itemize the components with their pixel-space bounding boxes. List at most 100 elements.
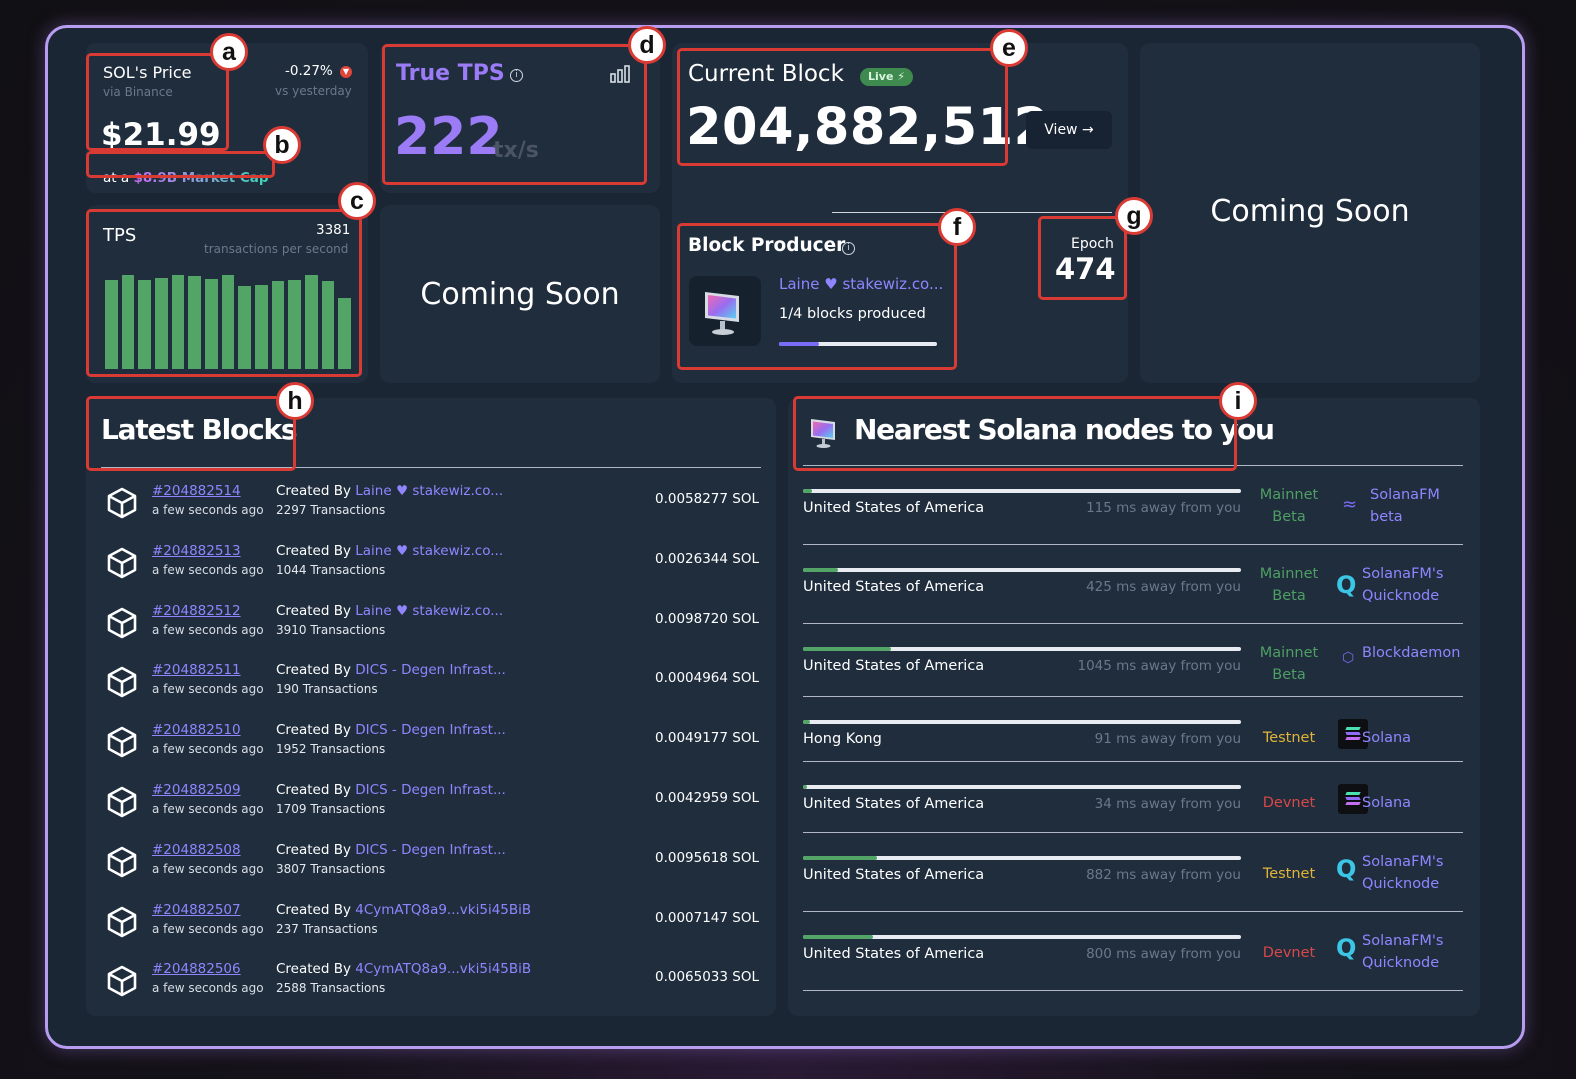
node-provider-link[interactable]: Solana bbox=[1362, 730, 1412, 746]
creator-link[interactable]: DICS - Degen Infrast... bbox=[355, 782, 506, 798]
creator-link[interactable]: Laine bbox=[355, 542, 392, 559]
block-row[interactable]: #204882509 a few seconds ago Created By DI… bbox=[86, 782, 776, 832]
tps-bar bbox=[171, 274, 185, 369]
creator-link[interactable]: 4CymATQ8a9...vki5i45BiB bbox=[355, 961, 532, 978]
created-by-label: Created By bbox=[276, 542, 356, 559]
node-latency-fill bbox=[803, 785, 807, 789]
annotation-box-g bbox=[1038, 216, 1127, 300]
bar-chart-icon[interactable] bbox=[610, 65, 630, 83]
solana-icon bbox=[1338, 784, 1368, 814]
node-provider-line: Quicknode bbox=[1362, 876, 1440, 892]
view-block-button[interactable]: View → bbox=[1026, 111, 1112, 149]
annotation-box-f bbox=[677, 223, 957, 370]
block-time: a few seconds ago bbox=[152, 742, 264, 757]
node-provider-link[interactable]: SolanaFM's Quicknode bbox=[1362, 930, 1443, 974]
node-location: United States of America bbox=[803, 796, 985, 812]
block-number-link[interactable]: #204882512 bbox=[152, 602, 241, 619]
block-number-link[interactable]: #204882513 bbox=[152, 542, 241, 559]
creator-link[interactable]: 4CymATQ8a9...vki5i45BiB bbox=[355, 901, 532, 918]
node-latency: 34 ms away from you bbox=[1094, 796, 1241, 812]
transaction-count: 3807 Transactions bbox=[276, 861, 386, 876]
block-time: a few seconds ago bbox=[152, 921, 264, 936]
block-row[interactable]: #204882512 a few seconds ago Created By La… bbox=[86, 603, 776, 653]
true-tps-value: 222 bbox=[394, 107, 503, 167]
node-latency: 425 ms away from you bbox=[1086, 579, 1241, 595]
creator-link[interactable]: Laine bbox=[355, 602, 392, 619]
node-latency-bar bbox=[803, 720, 1241, 724]
creator-domain[interactable]: stakewiz.co... bbox=[412, 542, 504, 559]
block-number-link[interactable]: #204882508 bbox=[152, 841, 241, 858]
creator-link[interactable]: Laine bbox=[355, 483, 392, 499]
block-number-link[interactable]: #204882511 bbox=[152, 662, 241, 679]
node-row-divider bbox=[803, 832, 1463, 833]
block-number-link[interactable]: #204882514 bbox=[152, 483, 241, 499]
solana-icon bbox=[1338, 719, 1368, 749]
cube-icon bbox=[107, 726, 137, 758]
block-number-link[interactable]: #204882507 bbox=[152, 901, 241, 918]
creator-link[interactable]: DICS - Degen Infrast... bbox=[355, 662, 506, 679]
sol-price-title: SOL's Price bbox=[103, 63, 192, 82]
transaction-count: 2588 Transactions bbox=[276, 981, 386, 996]
node-network: Mainnet Beta bbox=[1254, 484, 1324, 528]
sol-price-source: via Binance bbox=[103, 85, 173, 99]
block-fee: 0.0065033 SOL bbox=[654, 969, 759, 986]
node-network-line: Beta bbox=[1272, 588, 1306, 604]
info-icon[interactable]: i bbox=[842, 242, 855, 255]
node-provider-link[interactable]: SolanaFM's Quicknode bbox=[1362, 563, 1443, 607]
nearest-nodes-divider bbox=[803, 465, 1463, 466]
quicknode-icon: Q bbox=[1336, 571, 1357, 599]
block-number-link[interactable]: #204882506 bbox=[152, 961, 241, 978]
node-provider-link[interactable]: Blockdaemon bbox=[1362, 645, 1461, 661]
creator-link[interactable]: DICS - Degen Infrast... bbox=[355, 722, 506, 739]
node-latency: 882 ms away from you bbox=[1086, 867, 1241, 883]
node-latency: 91 ms away from you bbox=[1094, 731, 1241, 747]
tps-value: 3381 bbox=[316, 222, 351, 238]
latest-blocks-card: Latest Blocks #204882514 a few seconds ag… bbox=[86, 398, 776, 1016]
annotation-box-c bbox=[86, 209, 362, 377]
created-by: Created By Laine ♥ stakewiz.co... bbox=[276, 603, 503, 619]
true-tps-title: True TPS bbox=[396, 61, 505, 86]
node-latency-bar bbox=[803, 489, 1241, 493]
block-row[interactable]: #204882513 a few seconds ago Created By La… bbox=[86, 543, 776, 593]
live-badge-label: Live bbox=[868, 70, 894, 83]
node-latency-fill bbox=[803, 568, 839, 572]
block-time: a few seconds ago bbox=[152, 802, 264, 816]
producer-progress bbox=[779, 342, 937, 346]
block-time: a few seconds ago bbox=[152, 562, 264, 577]
info-icon[interactable]: i bbox=[510, 69, 523, 82]
annotation-box-i bbox=[793, 396, 1237, 471]
tps-bar bbox=[105, 279, 118, 369]
node-provider-line: Quicknode bbox=[1362, 955, 1440, 971]
block-row[interactable]: #204882510 a few seconds ago Created By DI… bbox=[86, 722, 776, 772]
block-number-link[interactable]: #204882509 bbox=[152, 782, 241, 798]
block-number-link[interactable]: #204882510 bbox=[152, 722, 241, 739]
tps-bar bbox=[288, 279, 301, 369]
coming-soon-card-middle: Coming Soon bbox=[380, 205, 660, 383]
producer-link[interactable]: Laine ♥ stakewiz.co... bbox=[779, 275, 943, 293]
creator-domain[interactable]: stakewiz.co... bbox=[412, 602, 504, 619]
block-row[interactable]: #204882507 a few seconds ago Created By 4C… bbox=[86, 902, 776, 952]
node-latency: 1045 ms away from you bbox=[1077, 658, 1241, 674]
block-producer-title: Block Producer bbox=[688, 235, 845, 256]
tps-bar bbox=[321, 280, 335, 369]
quicknode-icon: Q bbox=[1336, 934, 1357, 962]
node-provider-link[interactable]: Solana bbox=[1362, 795, 1412, 811]
block-row[interactable]: #204882514 a few seconds ago Created By La… bbox=[86, 483, 776, 533]
creator-link[interactable]: DICS - Degen Infrast... bbox=[355, 841, 506, 858]
block-divider bbox=[832, 212, 1112, 213]
node-provider-line: SolanaFM's bbox=[1362, 566, 1444, 582]
block-fee: 0.0095618 SOL bbox=[654, 849, 759, 866]
block-row[interactable]: #204882508 a few seconds ago Created By DI… bbox=[86, 842, 776, 892]
node-network-line: Mainnet bbox=[1259, 566, 1319, 582]
transaction-count: 1709 Transactions bbox=[276, 802, 386, 816]
quicknode-icon: Q bbox=[1336, 855, 1357, 883]
created-by: Created By DICS - Degen Infrast... bbox=[276, 842, 506, 858]
tps-card: TPS 3381 transactions per second bbox=[86, 205, 368, 383]
block-row[interactable]: #204882511 a few seconds ago Created By DI… bbox=[86, 662, 776, 712]
block-row[interactable]: #204882506 a few seconds ago Created By 4C… bbox=[86, 961, 776, 1011]
node-provider-link[interactable]: SolanaFM's Quicknode bbox=[1362, 851, 1443, 895]
node-provider-link[interactable]: SolanaFM beta bbox=[1370, 484, 1440, 528]
block-time: a few seconds ago bbox=[152, 622, 264, 637]
tps-bar bbox=[338, 298, 351, 369]
creator-domain[interactable]: stakewiz.co... bbox=[412, 483, 504, 499]
